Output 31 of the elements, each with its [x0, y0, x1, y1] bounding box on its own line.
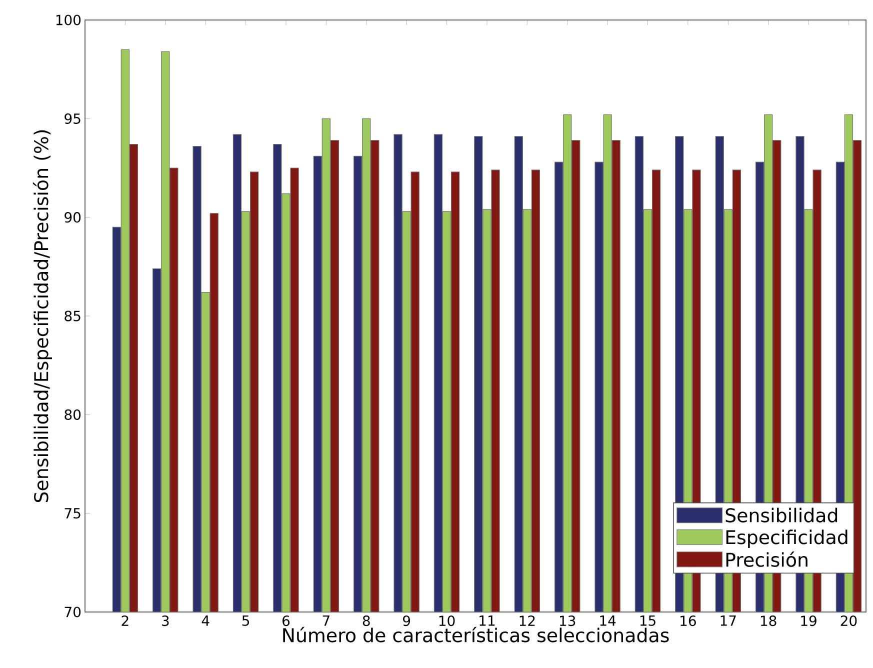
legend-label: Especificidad: [726, 530, 848, 548]
legend-label: Sensibilidad: [726, 508, 838, 522]
x-tick-label: 9: [403, 616, 410, 626]
x-tick-label: 7: [322, 616, 330, 626]
x-tick-label: 6: [282, 616, 290, 626]
x-tick-label: 4: [202, 616, 210, 626]
x-tick-label: 10: [439, 616, 455, 626]
y-tick-label: 90: [64, 212, 81, 223]
x-tick-label: 17: [720, 616, 736, 626]
y-tick-label: 95: [64, 113, 80, 124]
x-tick-label: 12: [520, 616, 535, 626]
y-tick-label: 100: [56, 14, 81, 26]
x-tick-label: 3: [162, 616, 169, 626]
y-tick-label: 85: [64, 310, 80, 322]
legend-label: Precisión: [726, 552, 808, 567]
x-tick-label: 11: [480, 616, 495, 626]
x-tick-label: 14: [600, 616, 616, 626]
x-tick-label: 15: [640, 616, 656, 626]
x-tick-label: 5: [242, 616, 250, 626]
x-tick-label: 20: [840, 616, 857, 626]
y-tick-label: 70: [64, 606, 81, 618]
y-tick-label: 80: [64, 409, 81, 420]
x-tick-label: 18: [760, 616, 776, 626]
y-tick-label: 75: [64, 508, 80, 519]
y-axis-title: Sensibilidad/Especificidad/Precisión (%): [32, 130, 52, 502]
x-tick-label: 13: [560, 616, 576, 626]
x-axis-title: Número de características seleccionadas: [283, 626, 669, 642]
x-tick-label: 2: [122, 616, 128, 626]
x-tick-label: 19: [801, 616, 816, 626]
x-tick-label: 16: [680, 616, 696, 626]
x-tick-label: 8: [362, 616, 370, 626]
